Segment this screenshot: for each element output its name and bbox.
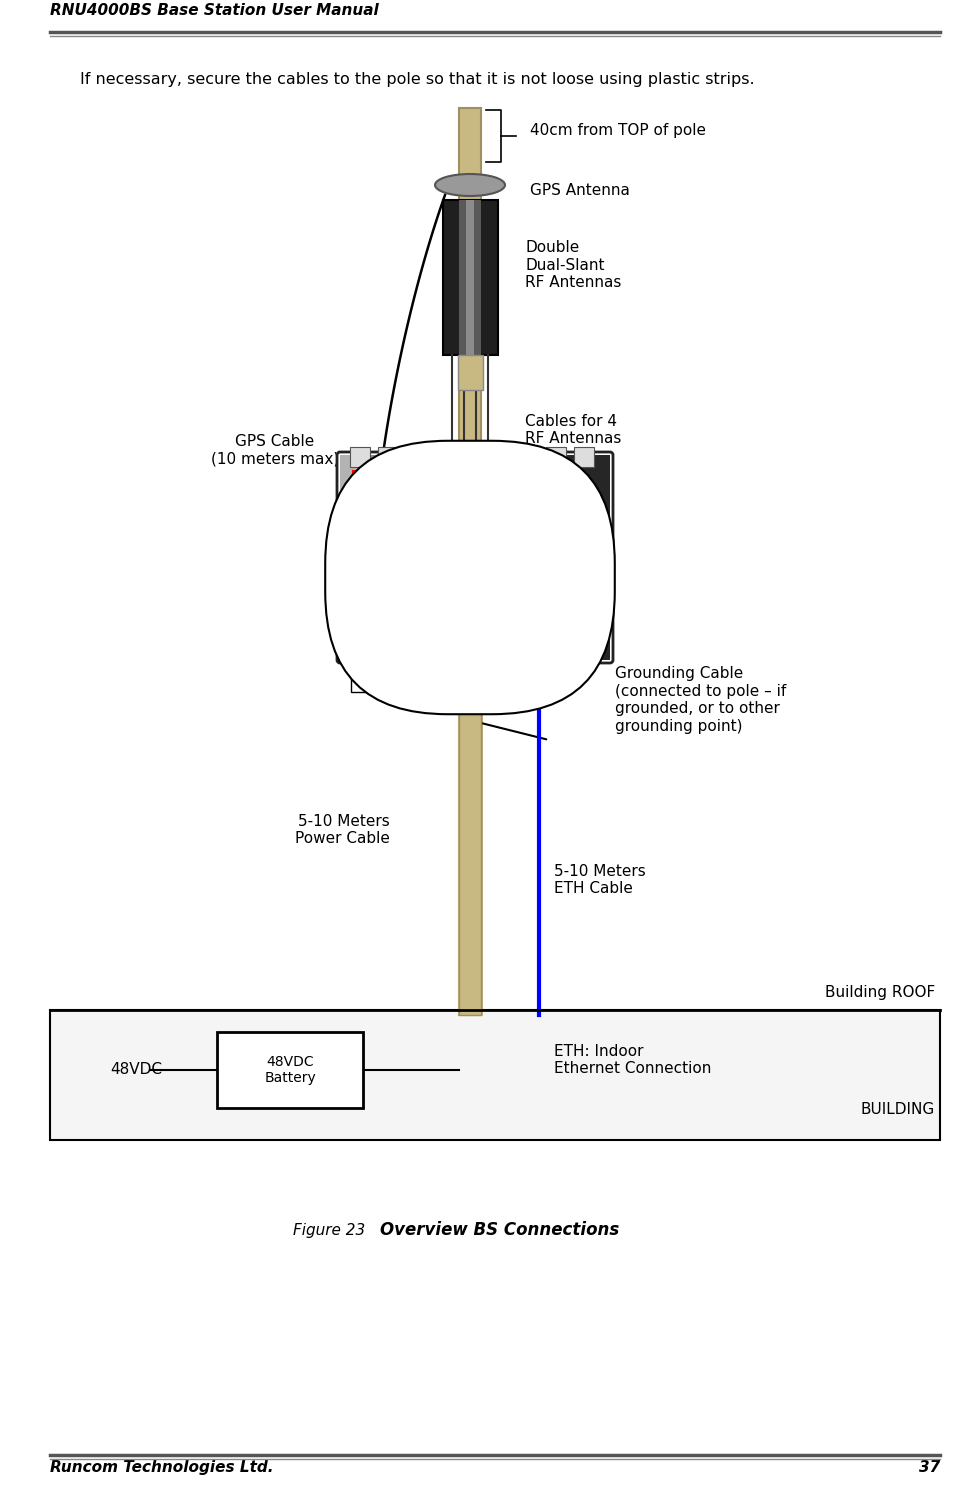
Text: Grounding Cable
(connected to pole – if
grounded, or to other
grounding point): Grounding Cable (connected to pole – if …: [615, 666, 786, 733]
Text: 48VDC: 48VDC: [110, 1062, 162, 1077]
Text: ETH: Indoor
Ethernet Connection: ETH: Indoor Ethernet Connection: [554, 1044, 711, 1076]
Text: Building ROOF: Building ROOF: [825, 984, 935, 999]
FancyBboxPatch shape: [217, 1032, 363, 1109]
Bar: [518, 447, 538, 467]
Text: ETH: ETH: [529, 672, 549, 681]
Bar: [340, 455, 610, 660]
Bar: [574, 447, 594, 467]
Bar: [340, 455, 389, 660]
Bar: [378, 447, 398, 467]
Text: Figure 23: Figure 23: [293, 1222, 380, 1237]
Text: X4 Antennas: X4 Antennas: [395, 485, 470, 498]
Text: 48VDC
Battery: 48VDC Battery: [265, 1055, 316, 1085]
Bar: [350, 447, 370, 467]
Text: 5-10 Meters
ETH Cable: 5-10 Meters ETH Cable: [554, 863, 646, 896]
Text: Cables for 4
RF Antennas: Cables for 4 RF Antennas: [525, 414, 621, 446]
Bar: [466, 200, 474, 355]
FancyBboxPatch shape: [353, 471, 512, 512]
Bar: [459, 200, 481, 355]
Bar: [443, 200, 498, 355]
FancyBboxPatch shape: [426, 660, 492, 693]
Text: 40cm from TOP of pole: 40cm from TOP of pole: [530, 123, 706, 138]
Bar: [50, 1010, 940, 1140]
Bar: [490, 447, 510, 467]
Text: Overview BS Connections: Overview BS Connections: [380, 1221, 619, 1239]
Text: If necessary, secure the cables to the pole so that it is not loose using plasti: If necessary, secure the cables to the p…: [80, 72, 755, 87]
Bar: [340, 455, 362, 660]
Bar: [434, 447, 454, 467]
Text: Double
Dual-Slant
RF Antennas: Double Dual-Slant RF Antennas: [525, 239, 621, 290]
Text: BS: BS: [448, 562, 493, 592]
Ellipse shape: [435, 174, 505, 196]
Bar: [406, 447, 426, 467]
FancyBboxPatch shape: [351, 660, 417, 693]
Text: GPS Antenna: GPS Antenna: [530, 183, 630, 197]
Bar: [546, 447, 566, 467]
Bar: [462, 447, 482, 467]
Bar: [458, 355, 482, 390]
Text: GPS Cable
(10 meters max): GPS Cable (10 meters max): [211, 434, 339, 467]
FancyBboxPatch shape: [506, 660, 572, 693]
Text: 5-10 Meters
Power Cable: 5-10 Meters Power Cable: [295, 814, 390, 847]
Text: RNU4000BS Base Station User Manual: RNU4000BS Base Station User Manual: [50, 3, 378, 18]
Bar: [459, 690, 481, 1014]
Text: GPS: GPS: [373, 672, 395, 681]
Text: GND: GND: [447, 672, 471, 681]
Text: BUILDING: BUILDING: [860, 1103, 935, 1118]
Text: Runcom Technologies Ltd.: Runcom Technologies Ltd.: [50, 1460, 273, 1475]
Bar: [459, 108, 481, 1014]
Text: 37: 37: [919, 1460, 940, 1475]
